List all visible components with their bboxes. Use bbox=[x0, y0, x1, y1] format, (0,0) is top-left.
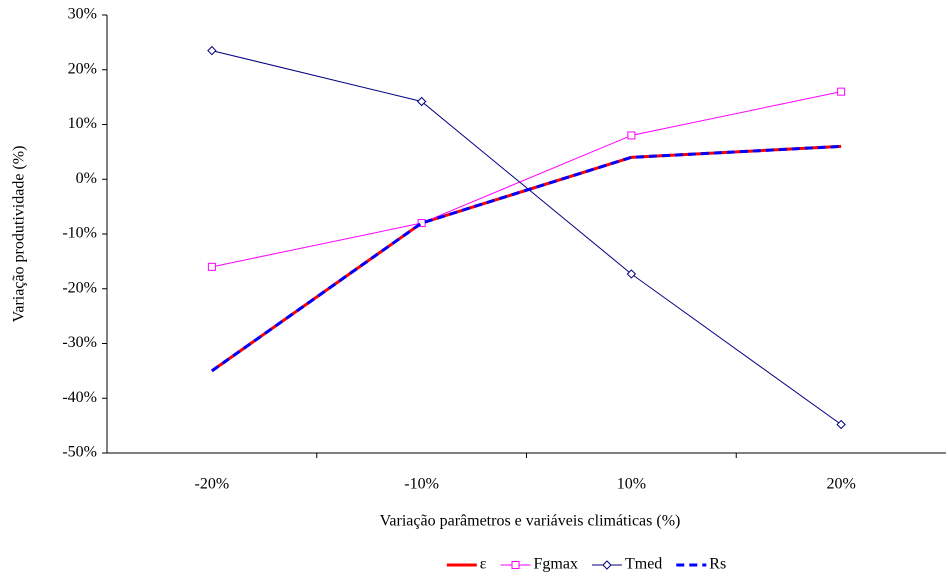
legend-label: Fgmax bbox=[534, 556, 578, 573]
y-tick-label: 30% bbox=[68, 6, 97, 23]
legend-label: ε bbox=[480, 556, 487, 573]
x-axis-title: Variação parâmetros e variáveis climátic… bbox=[380, 513, 681, 530]
data-point bbox=[207, 262, 216, 271]
x-tick-label: 20% bbox=[826, 476, 855, 493]
legend: ε Fgmax Tmed Rs bbox=[446, 556, 726, 573]
legend-label: Tmed bbox=[625, 556, 662, 573]
y-tick-label: -10% bbox=[62, 225, 97, 242]
data-point bbox=[626, 269, 637, 279]
y-tick-label: 10% bbox=[68, 115, 97, 132]
y-tick-label: -50% bbox=[62, 444, 97, 461]
x-tick-label: -10% bbox=[404, 476, 439, 493]
legend-marker bbox=[511, 561, 520, 569]
data-point bbox=[837, 87, 846, 96]
legend-label: Rs bbox=[709, 556, 726, 573]
y-tick-label: -40% bbox=[62, 389, 97, 406]
data-point bbox=[627, 131, 636, 140]
data-point bbox=[836, 419, 846, 430]
y-tick-label: -20% bbox=[62, 279, 97, 296]
series-line bbox=[211, 144, 842, 373]
series-line bbox=[211, 144, 842, 373]
legend-marker bbox=[602, 560, 612, 570]
data-point bbox=[207, 45, 217, 56]
y-tick-label: -30% bbox=[62, 334, 97, 351]
y-axis-title: Variação produtividade (%) bbox=[11, 146, 28, 323]
data-point bbox=[416, 96, 427, 107]
x-tick-label: 10% bbox=[617, 476, 646, 493]
x-tick-label: -20% bbox=[195, 476, 230, 493]
data-point bbox=[417, 219, 426, 228]
y-tick-label: 0% bbox=[76, 170, 97, 187]
series-line bbox=[211, 50, 842, 425]
series-line bbox=[211, 91, 842, 268]
y-tick-label: 20% bbox=[68, 60, 97, 77]
